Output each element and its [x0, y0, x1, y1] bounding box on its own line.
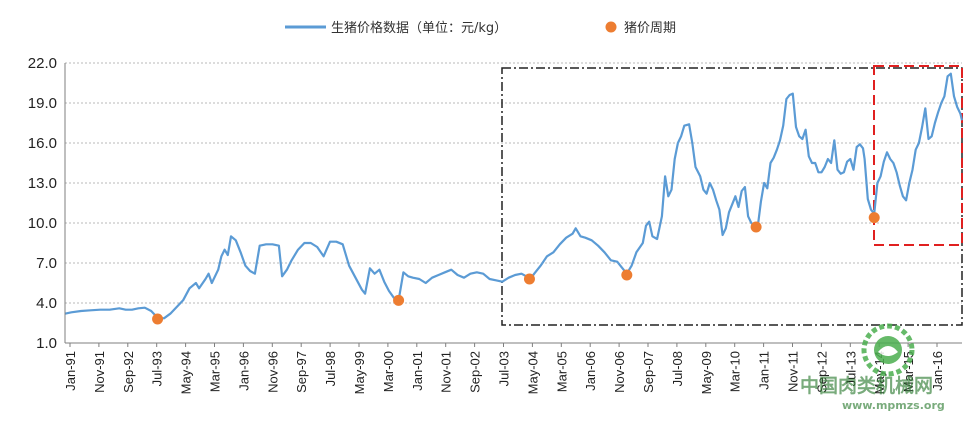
- y-axis-ticks: 22.0 19.0 16.0 13.0 10.0 7.0 4.0 1.0: [28, 55, 57, 352]
- cycle-point: [621, 269, 633, 281]
- legend: 生猪价格数据（单位：元/kg） 猪价周期: [285, 20, 676, 36]
- highlight-box-black: [501, 67, 963, 326]
- x-tick-label: Mar-95: [208, 351, 223, 392]
- x-tick-label: May-09: [699, 351, 714, 394]
- x-tick-label: Mar-10: [728, 351, 743, 392]
- svg-text:中国肉类机械网: 中国肉类机械网: [800, 374, 933, 397]
- price-line: [64, 72, 964, 320]
- y-tick-label: 7.0: [36, 255, 57, 272]
- gridlines: [65, 62, 962, 304]
- cycle-point: [393, 294, 405, 306]
- y-tick-label: 4.0: [36, 295, 57, 312]
- highlight-box-red: [873, 65, 963, 246]
- x-tick-label: Jul-98: [323, 351, 338, 386]
- svg-text:www.mpmzs.org: www.mpmzs.org: [842, 399, 945, 412]
- x-tick-label: Jul-93: [150, 351, 165, 386]
- cycle-point: [152, 313, 164, 325]
- x-tick-label: Jan-16: [930, 351, 945, 391]
- watermark-logo: 中国肉类机械网 www.mpmzs.org: [800, 323, 945, 412]
- x-tick-label: Jan-01: [410, 351, 425, 391]
- x-tick-label: Jan-11: [757, 351, 772, 390]
- x-tick-label: Sep-02: [468, 351, 483, 393]
- x-tick-label: May-94: [179, 351, 194, 394]
- y-tick-label: 22.0: [28, 55, 57, 72]
- x-tick-label: Nov-11: [786, 351, 801, 392]
- x-tick-label: Sep-97: [294, 351, 309, 393]
- x-tick-label: Jul-03: [497, 351, 512, 386]
- x-tick-label: May-04: [525, 351, 540, 394]
- x-tick-label: Jan-96: [236, 351, 251, 391]
- x-tick-label: Jul-08: [670, 351, 685, 386]
- x-tick-label: Mar-05: [554, 351, 569, 392]
- x-tick-label: Nov-06: [612, 351, 627, 393]
- series-layer: [64, 72, 964, 320]
- x-tick-label: Jan-06: [583, 351, 598, 391]
- cycle-points: [152, 212, 880, 325]
- cycle-point: [868, 212, 880, 224]
- cycle-point: [750, 221, 762, 233]
- y-tick-label: 16.0: [28, 135, 57, 152]
- x-tick-label: Jul-13: [843, 351, 858, 386]
- x-tick-label: Nov-01: [439, 351, 454, 393]
- x-tick-label: Mar-15: [901, 351, 916, 392]
- y-tick-label: 13.0: [28, 175, 57, 192]
- x-tick-label: Jan-91: [63, 351, 78, 391]
- x-tick-label: Mar-00: [381, 351, 396, 392]
- x-tick-label: Sep-12: [814, 351, 829, 393]
- y-tick-label: 1.0: [36, 335, 57, 352]
- x-tick-label: Nov-91: [92, 351, 107, 393]
- legend-dot-swatch: [605, 21, 617, 33]
- cycle-point: [523, 273, 535, 285]
- x-tick-label: Sep-92: [121, 351, 136, 393]
- legend-label-price: 生猪价格数据（单位：元/kg）: [331, 20, 507, 36]
- y-tick-label: 19.0: [28, 95, 57, 112]
- y-tick-label: 10.0: [28, 215, 57, 232]
- x-tick-label: Sep-07: [641, 351, 656, 393]
- legend-label-cycle: 猪价周期: [624, 21, 676, 36]
- x-tick-label: May-99: [352, 351, 367, 394]
- x-tick-label: Nov-96: [265, 351, 280, 393]
